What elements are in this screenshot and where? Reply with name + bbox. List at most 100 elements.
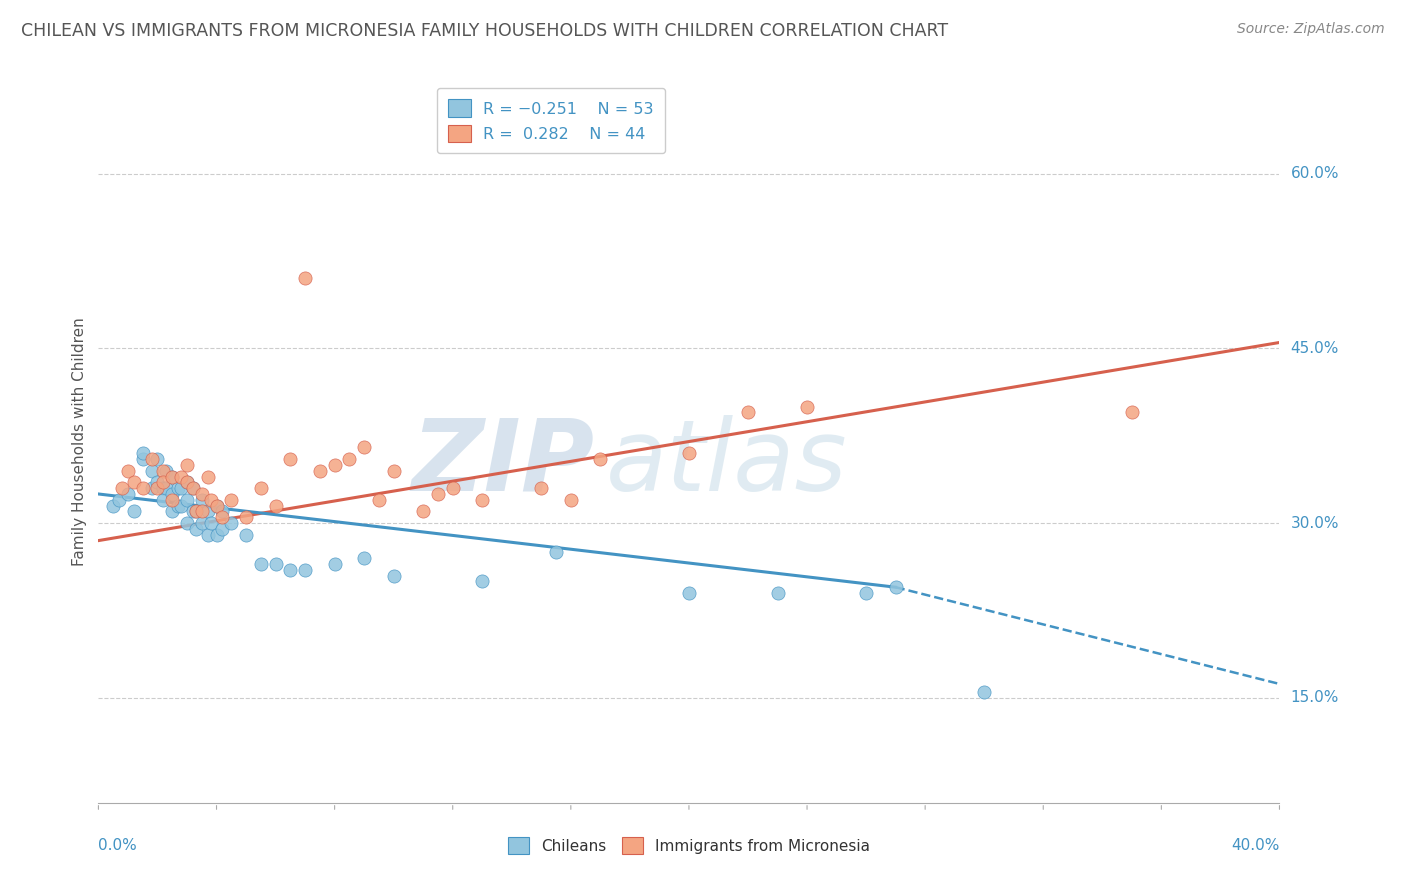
Point <box>184 522 207 536</box>
Point <box>103 499 125 513</box>
Point <box>146 475 169 490</box>
Point <box>323 557 346 571</box>
Point <box>766 586 789 600</box>
Point <box>197 528 219 542</box>
Point <box>412 504 434 518</box>
Point <box>339 452 361 467</box>
Point <box>205 528 228 542</box>
Point <box>382 568 405 582</box>
Point <box>117 487 139 501</box>
Point <box>191 504 214 518</box>
Point <box>737 405 759 419</box>
Text: 40.0%: 40.0% <box>1232 838 1279 853</box>
Point <box>294 271 316 285</box>
Text: atlas: atlas <box>606 415 848 512</box>
Point <box>176 516 198 530</box>
Point <box>441 481 464 495</box>
Point <box>264 499 287 513</box>
Point <box>191 516 214 530</box>
Point <box>200 492 222 507</box>
Point <box>162 504 183 518</box>
Point <box>530 481 553 495</box>
Point <box>884 580 907 594</box>
Point <box>250 481 273 495</box>
Point <box>1121 405 1143 419</box>
Point <box>796 400 818 414</box>
Point <box>197 504 219 518</box>
Point <box>167 499 190 513</box>
Point <box>162 487 183 501</box>
Point <box>184 504 207 518</box>
Point <box>141 481 163 495</box>
Point <box>353 551 375 566</box>
Point <box>221 492 243 507</box>
Point <box>221 516 243 530</box>
Point <box>280 452 302 467</box>
Point <box>146 452 169 467</box>
Point <box>141 452 163 467</box>
Point <box>170 499 193 513</box>
Point <box>122 504 145 518</box>
Text: ZIP: ZIP <box>412 415 595 512</box>
Point <box>427 487 450 501</box>
Text: CHILEAN VS IMMIGRANTS FROM MICRONESIA FAMILY HOUSEHOLDS WITH CHILDREN CORRELATIO: CHILEAN VS IMMIGRANTS FROM MICRONESIA FA… <box>21 22 948 40</box>
Point <box>176 475 198 490</box>
Point <box>197 469 219 483</box>
Point <box>250 557 273 571</box>
Point <box>184 504 207 518</box>
Text: 60.0%: 60.0% <box>1291 166 1339 181</box>
Point <box>181 504 204 518</box>
Point <box>122 475 145 490</box>
Point <box>309 464 332 478</box>
Point <box>211 522 233 536</box>
Point <box>546 545 568 559</box>
Point <box>111 481 134 495</box>
Point <box>176 475 198 490</box>
Point <box>162 492 183 507</box>
Point <box>323 458 346 472</box>
Point <box>141 464 163 478</box>
Point <box>211 510 233 524</box>
Point <box>176 458 198 472</box>
Point <box>589 452 612 467</box>
Point <box>382 464 405 478</box>
Point <box>353 441 375 455</box>
Point <box>264 557 287 571</box>
Point <box>167 481 190 495</box>
Point <box>280 563 302 577</box>
Point <box>235 528 257 542</box>
Text: 15.0%: 15.0% <box>1291 690 1339 706</box>
Text: 30.0%: 30.0% <box>1291 516 1339 531</box>
Point <box>855 586 877 600</box>
Point <box>152 481 174 495</box>
Point <box>146 481 169 495</box>
Point <box>132 446 155 460</box>
Point <box>205 499 228 513</box>
Text: 0.0%: 0.0% <box>98 838 138 853</box>
Point <box>973 685 995 699</box>
Point <box>471 492 494 507</box>
Point <box>117 464 139 478</box>
Point <box>170 469 193 483</box>
Point <box>162 469 183 483</box>
Point <box>152 492 174 507</box>
Point <box>155 464 177 478</box>
Point <box>176 492 198 507</box>
Point <box>181 481 204 495</box>
Point <box>162 469 183 483</box>
Point <box>211 504 233 518</box>
Point <box>560 492 582 507</box>
Point <box>191 487 214 501</box>
Text: 45.0%: 45.0% <box>1291 341 1339 356</box>
Point <box>205 499 228 513</box>
Y-axis label: Family Households with Children: Family Households with Children <box>72 318 87 566</box>
Point <box>132 481 155 495</box>
Point <box>235 510 257 524</box>
Point <box>155 481 177 495</box>
Point <box>191 492 214 507</box>
Legend: Chileans, Immigrants from Micronesia: Chileans, Immigrants from Micronesia <box>502 831 876 860</box>
Point <box>132 452 155 467</box>
Point <box>108 492 131 507</box>
Point <box>152 475 174 490</box>
Point <box>471 574 494 589</box>
